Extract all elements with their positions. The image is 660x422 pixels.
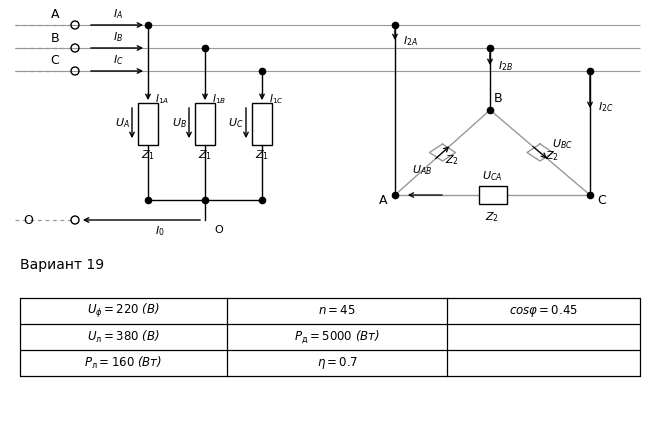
Text: Вариант 19: Вариант 19 [20,258,104,272]
Text: $I_0$: $I_0$ [155,224,165,238]
Text: $\eta = 0.7$: $\eta = 0.7$ [317,355,357,371]
Text: $P_\text{д} = 5000$ (Вт): $P_\text{д} = 5000$ (Вт) [294,328,380,346]
Text: A: A [51,8,59,22]
Text: $U_{CA}$: $U_{CA}$ [482,169,503,183]
Text: $I_B$: $I_B$ [113,30,123,44]
Text: $P_\text{л} = 160$ (Вт): $P_\text{л} = 160$ (Вт) [84,355,162,371]
Text: A: A [379,194,387,206]
Text: $I_{2A}$: $I_{2A}$ [403,34,418,48]
Text: $Z_2$: $Z_2$ [446,154,459,168]
Text: B: B [494,92,502,106]
Text: $Z_2$: $Z_2$ [545,150,559,163]
Bar [252,103,272,145]
Text: $Z_1$: $Z_1$ [255,148,269,162]
Text: $Z_1$: $Z_1$ [198,148,212,162]
Text: $cos\varphi = 0.45$: $cos\varphi = 0.45$ [509,303,578,319]
Bar [195,103,215,145]
Text: O: O [23,214,33,227]
Text: $U_A$: $U_A$ [115,116,129,130]
Text: B: B [51,32,59,44]
Bar [138,103,158,145]
Text: $U_\text{л} = 380$ (В): $U_\text{л} = 380$ (В) [87,329,160,345]
Text: C: C [597,194,607,206]
Text: $I_{1B}$: $I_{1B}$ [212,92,226,106]
Text: $I_{1A}$: $I_{1A}$ [155,92,169,106]
Text: C: C [51,54,59,68]
Bar [478,186,506,204]
Text: $I_C$: $I_C$ [113,53,123,67]
Text: $I_{2C}$: $I_{2C}$ [598,100,614,114]
Text: $n = 45$: $n = 45$ [318,305,356,317]
Text: $I_{1C}$: $I_{1C}$ [269,92,283,106]
Text: $U_{BC}$: $U_{BC}$ [552,138,572,151]
Text: $U_B$: $U_B$ [172,116,187,130]
Text: O: O [214,225,223,235]
Text: $Z_2$: $Z_2$ [486,210,500,224]
Text: $U_\phi = 220$ (В): $U_\phi = 220$ (В) [87,302,160,320]
Text: $U_C$: $U_C$ [228,116,244,130]
Text: $U_{AB}$: $U_{AB}$ [412,164,433,177]
Text: $I_A$: $I_A$ [113,7,123,21]
Text: $I_{2B}$: $I_{2B}$ [498,59,513,73]
Text: $Z_1$: $Z_1$ [141,148,155,162]
